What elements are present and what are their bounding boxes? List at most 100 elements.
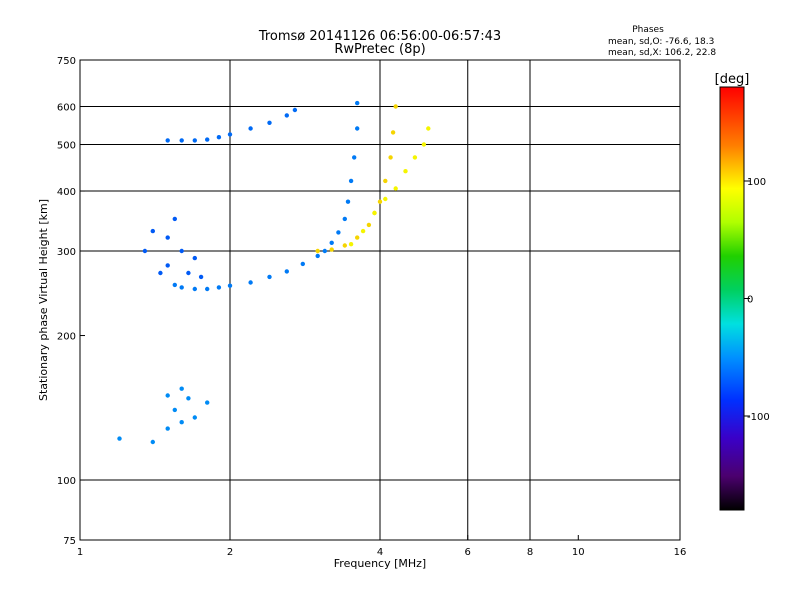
data-point [165,426,170,431]
colorbar-tick-label: 100 [747,177,766,188]
data-point [352,155,357,160]
y-tick-label: 200 [57,332,76,343]
y-tick-label: 300 [57,247,76,258]
x-tick-label: 2 [227,547,233,558]
x-axis: 1 2 4 6 8 10 16 [77,535,687,558]
x-tick-label: 4 [377,547,383,558]
colorbar-ticks: 100 0 -100 [744,177,770,423]
data-point [179,285,184,290]
data-point [366,222,372,228]
data-point [421,142,427,147]
y-axis: 75 100 200 300 400 500 600 750 [57,56,85,547]
x-tick-label: 1 [77,547,83,558]
data-point [172,282,177,288]
data-point [372,210,377,216]
data-point [267,274,272,280]
stats-heading: Phases [632,25,664,35]
data-point [227,283,233,288]
data-point [150,439,155,445]
x-tick-label: 6 [465,547,471,558]
data-point [216,135,222,140]
data-point [322,248,327,254]
data-point [336,230,341,235]
data-point [192,138,197,143]
data-point [360,228,366,234]
data-point [377,199,383,204]
data-point [248,126,253,131]
data-point [158,270,163,276]
data-point [284,113,289,118]
colorbar-tick-label: 0 [747,295,753,306]
stats-line-o: mean, sd,O: -76.6, 18.3 [608,37,714,47]
y-tick-label: 750 [57,56,76,67]
data-point [403,169,408,174]
stats-line-x: mean, sd,X: 106.2, 22.8 [608,48,716,58]
data-point [192,255,197,261]
data-point [192,286,197,292]
data-point [383,196,388,202]
data-point [315,248,320,254]
y-axis-label: Stationary phase Virtual Height [km] [37,199,50,401]
colorbar-tick-label: -100 [747,412,770,423]
data-point [329,240,334,245]
data-point [165,263,170,268]
data-point [179,248,184,254]
data-point [355,100,360,106]
x-tick-label: 10 [572,547,585,558]
data-point [393,104,398,109]
data-point [186,270,191,276]
data-point [165,138,170,143]
data-point [179,420,184,425]
data-point [348,242,354,247]
data-point [216,285,222,290]
y-tick-label: 100 [57,476,76,487]
data-point [426,126,431,131]
data-point [292,107,298,113]
y-tick-label: 500 [57,141,76,152]
data-point [329,247,334,252]
data-point [198,274,204,280]
data-point [284,269,289,274]
data-point [342,216,347,222]
data-point [205,286,210,292]
y-tick-label: 400 [57,187,76,198]
colorbar-label: [deg] [715,72,750,87]
data-point [172,407,177,413]
data-point [342,243,347,248]
data-point [355,235,360,240]
data-point [390,130,396,135]
colorbar [719,86,745,511]
data-point [186,396,191,401]
data-point [205,137,210,142]
data-point [388,155,393,160]
data-point [172,216,177,222]
data-point [179,138,184,143]
x-axis-label: Frequency [MHz] [334,557,426,570]
data-point [150,228,155,234]
data-point [142,248,148,254]
data-point [393,186,398,191]
data-point [412,155,418,160]
data-point [345,199,351,204]
chart-title: Tromsø 20141126 06:56:00-06:57:43 [258,29,501,44]
data-points [117,100,431,445]
x-tick-label: 8 [527,547,533,558]
data-point [165,235,170,240]
x-tick-label: 16 [674,547,687,558]
data-point [179,386,184,391]
data-point [300,261,305,267]
data-point [205,400,210,405]
chart-subtitle: RwPretec (8p) [334,42,425,57]
data-point [117,436,122,441]
data-point [355,126,360,131]
data-point [165,393,170,398]
data-point [348,178,354,184]
y-tick-label: 600 [57,103,76,114]
data-point [248,280,253,285]
data-point [315,253,320,259]
data-point [383,178,388,184]
y-tick-label: 75 [63,536,76,547]
data-point [267,120,272,126]
data-point [227,132,233,137]
